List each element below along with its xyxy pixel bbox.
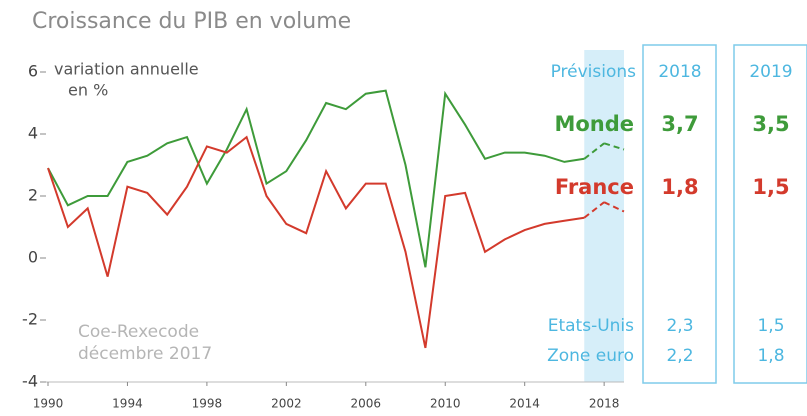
forecast-value: 1,8 — [661, 175, 698, 199]
source: décembre 2017 — [78, 344, 212, 364]
row-label: Zone euro — [547, 346, 634, 366]
x-tick-label: 1990 — [33, 397, 64, 411]
x-tick-label: 2002 — [271, 397, 302, 411]
y-tick-label: 6 — [28, 62, 38, 81]
row-value: 1,8 — [757, 346, 784, 366]
forecast-line — [603, 201, 625, 213]
series-label: Monde — [554, 112, 634, 136]
row-value: 2,2 — [666, 346, 693, 366]
series-line — [47, 135, 585, 349]
forecast-band — [584, 50, 624, 382]
y-tick-label: 4 — [28, 124, 38, 143]
forecast-column — [733, 44, 807, 384]
forecast-column — [642, 44, 717, 384]
forecast-connector — [583, 142, 605, 160]
y-axis-label: en % — [68, 81, 108, 100]
column-header: 2019 — [749, 62, 792, 82]
column-header: 2018 — [658, 62, 701, 82]
forecast-label: Prévisions — [551, 62, 637, 82]
x-tick-label: 2018 — [589, 397, 620, 411]
row-label: Etats-Unis — [548, 316, 634, 336]
forecast-line — [603, 142, 625, 151]
x-tick-label: 1998 — [192, 397, 223, 411]
y-tick-label: 0 — [28, 248, 38, 267]
x-tick-label: 1994 — [112, 397, 143, 411]
y-tick-label: 2 — [28, 186, 38, 205]
series-line — [47, 89, 585, 268]
chart-title: Croissance du PIB en volume — [32, 9, 351, 34]
y-axis-label: variation annuelle — [54, 60, 199, 79]
x-tick-label: 2014 — [509, 397, 540, 411]
forecast-value: 3,5 — [752, 112, 789, 136]
x-tick-label: 2010 — [430, 397, 461, 411]
x-tick-label: 2006 — [351, 397, 382, 411]
row-value: 2,3 — [666, 316, 693, 336]
row-value: 1,5 — [757, 316, 784, 336]
forecast-value: 1,5 — [752, 175, 789, 199]
forecast-value: 3,7 — [661, 112, 698, 136]
y-tick-label: -4 — [22, 372, 38, 391]
y-tick-label: -2 — [22, 310, 38, 329]
forecast-connector — [583, 201, 605, 219]
source: Coe-Rexecode — [78, 322, 199, 342]
series-label: France — [555, 175, 634, 199]
